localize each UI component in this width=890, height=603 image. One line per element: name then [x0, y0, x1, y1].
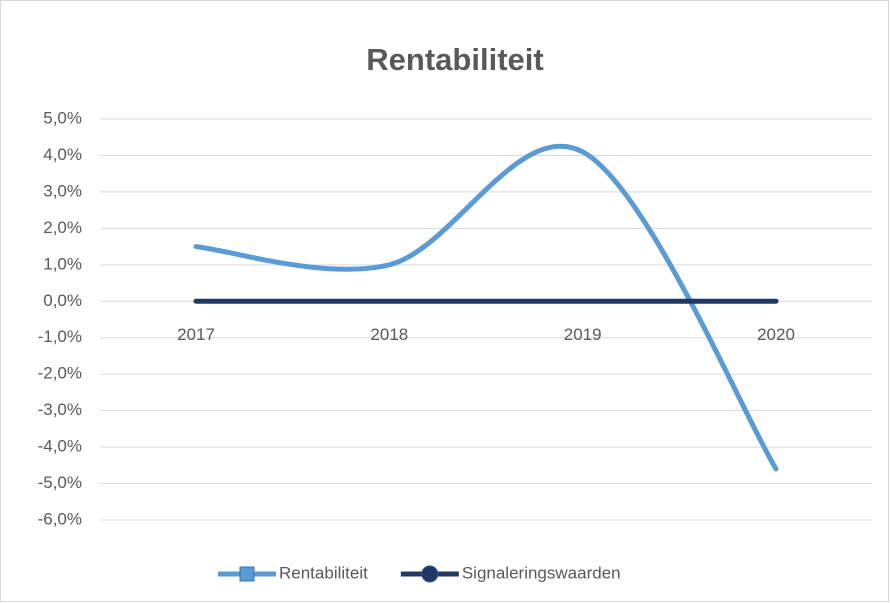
x-tick-label: 2018: [370, 325, 408, 344]
y-tick-label: 3,0%: [43, 181, 82, 200]
legend-label: Signaleringswaarden: [462, 563, 621, 582]
chart-title: Rentabiliteit: [366, 42, 543, 77]
series-line: [193, 143, 779, 472]
legend-marker: [421, 565, 439, 583]
y-tick-label: 2,0%: [43, 218, 82, 237]
y-tick-label: 0,0%: [43, 291, 82, 310]
y-tick-label: 4,0%: [43, 145, 82, 164]
y-tick-label: 5,0%: [43, 108, 82, 127]
y-tick-label: -2,0%: [38, 364, 82, 383]
x-tick-label: 2020: [757, 325, 795, 344]
x-tick-label: 2017: [177, 325, 215, 344]
y-tick-label: -5,0%: [38, 473, 82, 492]
legend-label: Rentabiliteit: [279, 563, 368, 582]
y-tick-label: -3,0%: [38, 400, 82, 419]
legend-marker: [239, 566, 255, 582]
y-tick-label: -4,0%: [38, 437, 82, 456]
y-tick-label: 1,0%: [43, 254, 82, 273]
y-tick-label: -6,0%: [38, 509, 82, 528]
y-tick-label: -1,0%: [38, 327, 82, 346]
x-tick-label: 2019: [564, 325, 602, 344]
